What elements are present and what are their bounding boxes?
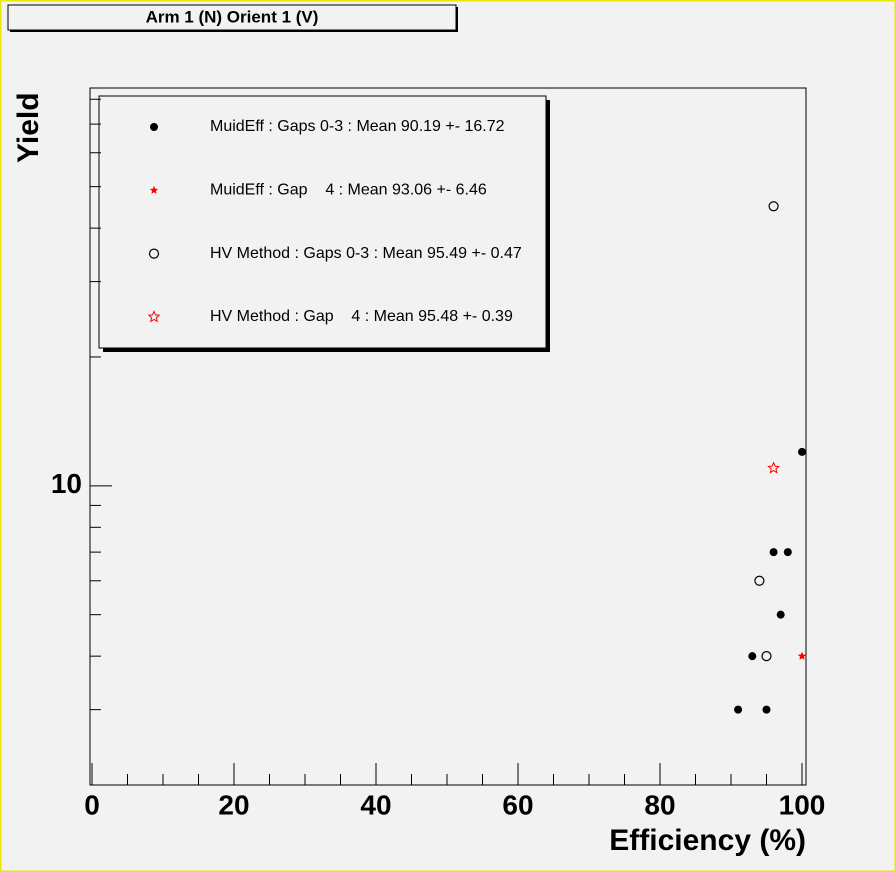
legend-marker — [149, 185, 159, 194]
point — [748, 652, 757, 661]
point — [798, 447, 806, 456]
x-tick-label: 20 — [218, 789, 249, 820]
point — [768, 201, 779, 212]
legend-label: MuidEff : Gap 4 : Mean 93.06 +- 6.46 — [210, 182, 487, 199]
x-tick-label: 80 — [644, 789, 675, 820]
legend-label: HV Method : Gaps 0-3 : Mean 95.49 +- 0.4… — [210, 245, 522, 262]
plot-frame — [89, 87, 807, 786]
point — [797, 651, 807, 660]
point — [754, 575, 765, 586]
legend-label: MuidEff : Gaps 0-3 : Mean 90.19 +- 16.72 — [210, 118, 505, 135]
x-axis-title: Efficiency (%) — [609, 824, 806, 857]
point — [761, 651, 772, 662]
x-tick-label: 60 — [502, 789, 533, 820]
point — [767, 461, 781, 474]
x-tick-label: 0 — [84, 789, 100, 820]
point — [734, 705, 743, 714]
legend-marker — [150, 123, 158, 131]
point — [762, 705, 771, 714]
x-tick-label: 100 — [779, 789, 826, 820]
legend-marker — [147, 310, 161, 323]
x-tick-label: 40 — [360, 789, 391, 820]
y-axis-title: Yield — [12, 92, 45, 163]
point — [776, 610, 785, 619]
point — [783, 548, 792, 557]
legend-label: HV Method : Gap 4 : Mean 95.48 +- 0.39 — [210, 308, 513, 325]
chart-title: Arm 1 (N) Orient 1 (V) — [146, 7, 319, 26]
point — [769, 548, 778, 557]
y-tick-label: 10 — [51, 468, 82, 499]
legend-marker — [148, 248, 160, 259]
legend — [98, 95, 547, 349]
title-box — [7, 4, 457, 31]
